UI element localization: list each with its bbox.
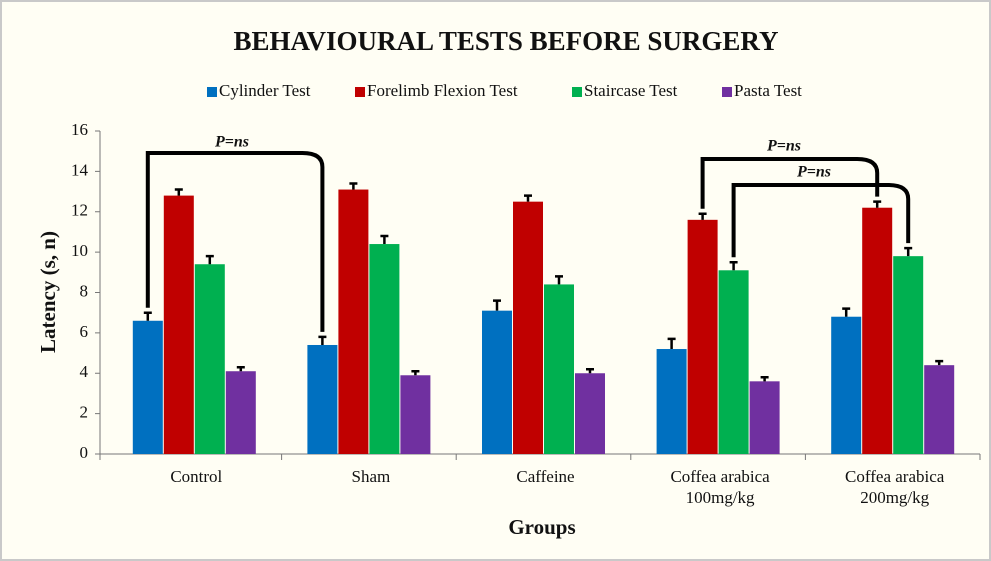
error-bar <box>493 299 501 311</box>
error-bar <box>524 194 532 202</box>
x-tick-label: Caffeine <box>516 467 575 486</box>
bar <box>338 189 369 454</box>
bar <box>687 219 718 454</box>
legend-swatch <box>207 87 217 97</box>
bar <box>893 256 924 454</box>
bar <box>718 270 749 454</box>
bar <box>163 195 194 454</box>
error-bar <box>205 254 214 265</box>
x-axis-label: Groups <box>508 515 575 539</box>
y-tick-label: 8 <box>80 281 89 300</box>
error-bar <box>935 359 944 366</box>
x-tick-label: Coffea arabica 200mg/kg <box>845 467 945 507</box>
legend-label: Cylinder Test <box>219 81 311 100</box>
error-bar <box>411 369 420 376</box>
annotation: P=ns <box>214 134 249 151</box>
y-tick-label: 4 <box>80 362 89 381</box>
y-tick-label: 10 <box>71 241 88 260</box>
legend-label: Pasta Test <box>734 81 802 100</box>
bar <box>544 284 574 454</box>
error-bar <box>174 188 183 196</box>
error-bar <box>380 234 389 245</box>
chart-title: BEHAVIOURAL TESTS BEFORE SURGERY <box>234 26 779 56</box>
bar <box>831 316 862 454</box>
x-tick-label: Coffea arabica 100mg/kg <box>670 467 770 507</box>
bar <box>575 373 605 454</box>
bar <box>656 349 687 454</box>
legend-label: Forelimb Flexion Test <box>367 81 518 100</box>
bar <box>194 264 225 454</box>
bar <box>924 365 955 454</box>
error-bar <box>236 365 245 372</box>
bar <box>482 310 512 454</box>
bar <box>307 344 338 454</box>
bar <box>369 244 400 454</box>
error-bar <box>698 212 707 220</box>
annotation: P=ns <box>796 164 831 181</box>
y-tick-label: 14 <box>71 160 89 179</box>
error-bar <box>729 260 738 271</box>
bar <box>749 381 780 454</box>
error-bar <box>586 367 594 374</box>
bar <box>225 371 256 454</box>
significance-bracket <box>731 183 911 258</box>
error-bar <box>318 335 327 345</box>
legend-swatch <box>572 87 582 97</box>
bar <box>132 320 163 454</box>
legend-label: Staircase Test <box>584 81 678 100</box>
significance-bracket <box>700 157 880 209</box>
y-tick-label: 2 <box>80 403 89 422</box>
bar <box>513 201 543 454</box>
x-tick-label: Control <box>170 467 223 486</box>
error-bar <box>349 182 358 190</box>
bar <box>862 207 893 454</box>
error-bar <box>873 200 882 208</box>
error-bar <box>555 275 563 285</box>
annotation: P=ns <box>766 138 801 155</box>
legend-swatch <box>722 87 732 97</box>
error-bar <box>667 337 676 350</box>
error-bar <box>842 307 851 317</box>
bar <box>400 375 431 454</box>
significance-bracket <box>145 151 325 332</box>
x-tick-label: Sham <box>351 467 391 486</box>
y-tick-label: 12 <box>71 201 88 220</box>
y-tick-label: 0 <box>80 443 89 462</box>
y-axis-label: Latency (s, n) <box>36 231 60 353</box>
error-bar <box>143 311 152 321</box>
error-bar <box>760 376 769 382</box>
error-bar <box>904 246 913 257</box>
y-tick-label: 16 <box>71 120 88 139</box>
y-tick-label: 6 <box>80 322 89 341</box>
legend-swatch <box>355 87 365 97</box>
